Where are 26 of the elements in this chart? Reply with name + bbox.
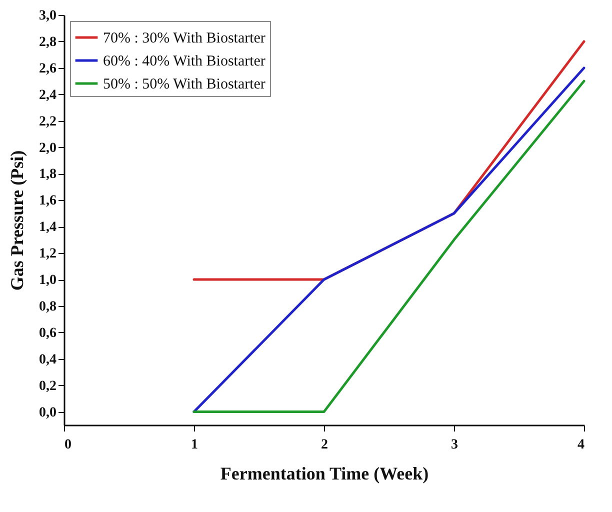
y-tick-label: 2,0: [39, 140, 56, 156]
y-tick-label: 0,4: [39, 352, 56, 368]
y-tick-label: 2,8: [39, 34, 56, 50]
y-tick-label: 1,4: [39, 220, 56, 236]
y-tick-label: 1,0: [39, 273, 56, 288]
y-tick-label: 0,6: [39, 326, 56, 341]
y-tick-label: 0,2: [39, 378, 56, 394]
x-tick-label: 2: [321, 438, 328, 452]
y-axis-title: Gas Pressure (Psi): [7, 150, 27, 291]
y-tick-label: 1,8: [39, 167, 56, 182]
y-tick-label: 2,6: [39, 61, 56, 76]
y-tick-label: 1,6: [39, 194, 56, 209]
legend-label: 70% : 30% With Biostarter: [103, 30, 266, 46]
x-tick-label: 3: [451, 438, 458, 452]
y-tick-label: 1,2: [39, 246, 56, 262]
y-tick-label: 3,0: [39, 8, 56, 24]
y-tick-label: 2,2: [39, 114, 56, 130]
y-tick-label: 2,4: [39, 88, 56, 103]
x-tick-label: 0: [64, 438, 72, 452]
y-tick-label: 0,0: [39, 405, 56, 420]
x-axis-title: Fermentation Time (Week): [220, 464, 429, 484]
legend-label: 60% : 40% With Biostarter: [103, 54, 266, 70]
legend-label: 50% : 50% With Biostarter: [103, 76, 266, 92]
y-tick-label: 0,8: [39, 299, 56, 314]
x-tick-label: 1: [191, 438, 198, 452]
x-tick-label: 4: [578, 438, 584, 452]
